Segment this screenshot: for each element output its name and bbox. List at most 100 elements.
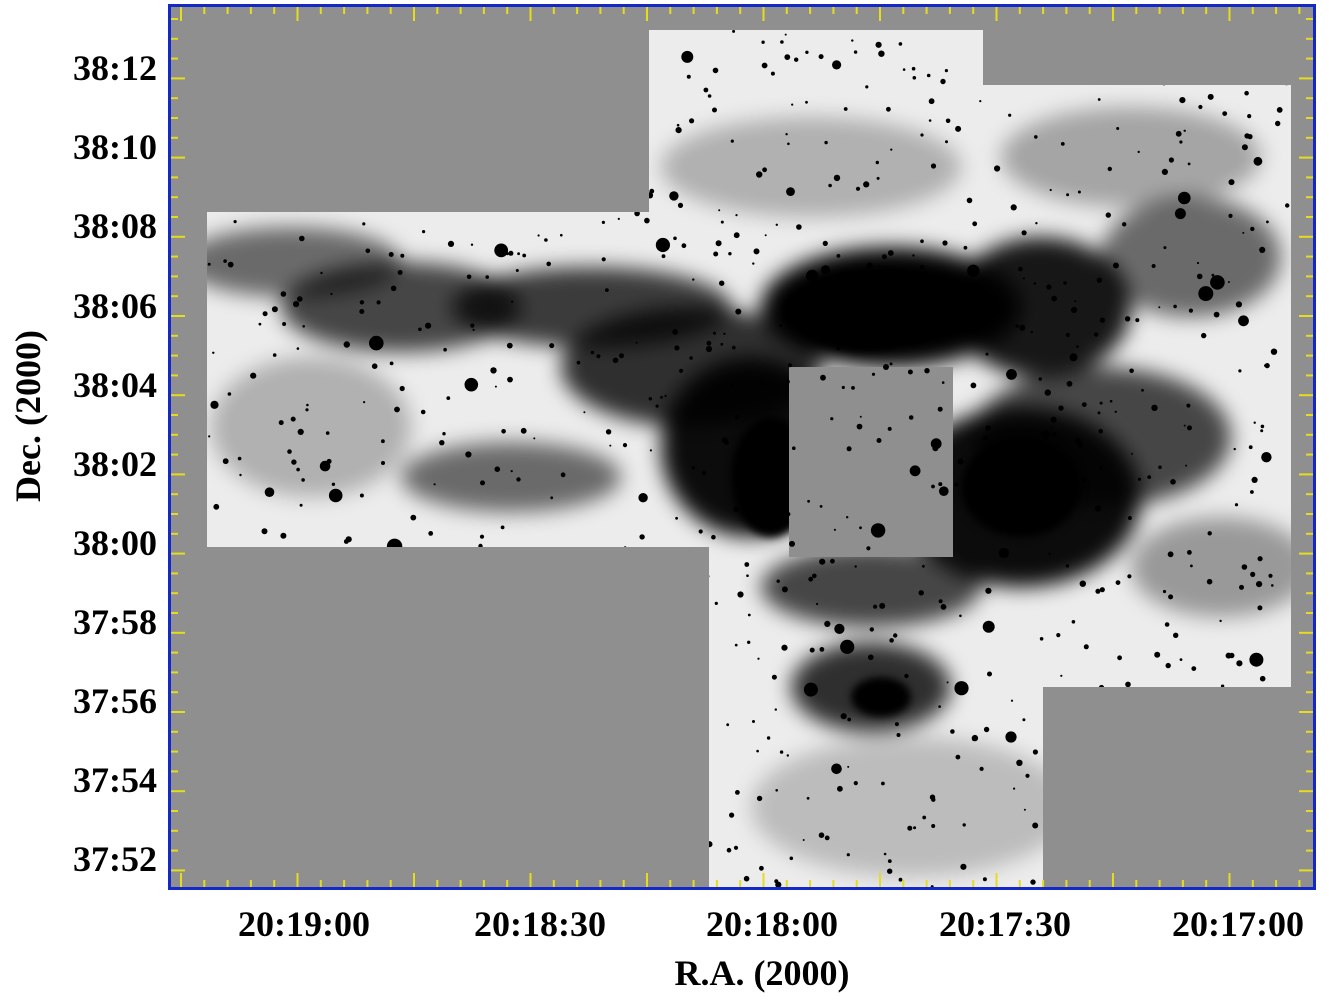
star — [244, 698, 248, 702]
star — [1100, 587, 1105, 592]
star — [963, 306, 969, 312]
star — [407, 827, 411, 831]
star — [744, 876, 750, 882]
star — [692, 466, 695, 469]
star — [516, 732, 522, 738]
star — [223, 458, 229, 464]
star — [391, 286, 397, 292]
star — [1082, 402, 1087, 407]
star — [1040, 637, 1044, 641]
star — [1009, 47, 1015, 53]
star — [927, 74, 931, 78]
star — [785, 34, 787, 36]
star — [754, 248, 760, 254]
star — [592, 555, 602, 565]
star — [618, 218, 620, 220]
star — [478, 544, 482, 548]
star — [439, 440, 444, 445]
star — [1046, 284, 1051, 289]
star — [1031, 331, 1033, 333]
star — [748, 614, 751, 617]
star — [726, 723, 729, 726]
star — [823, 241, 828, 246]
star — [772, 675, 777, 680]
star — [207, 603, 213, 609]
star — [1165, 622, 1170, 627]
star — [304, 835, 309, 840]
star — [511, 301, 513, 303]
star — [807, 500, 810, 503]
star — [1232, 768, 1235, 771]
star — [1071, 826, 1077, 832]
star — [1254, 422, 1256, 424]
star — [1254, 157, 1263, 166]
star — [474, 678, 480, 684]
star — [1278, 857, 1280, 859]
star — [288, 711, 293, 716]
star — [762, 63, 768, 69]
star — [593, 697, 601, 705]
star — [208, 435, 210, 437]
y-tick-label: 38:00 — [73, 525, 157, 561]
star — [866, 546, 870, 550]
star — [376, 787, 380, 791]
star — [677, 124, 680, 127]
star — [1145, 794, 1151, 800]
star — [844, 107, 848, 111]
star — [712, 108, 717, 113]
star — [1195, 749, 1197, 751]
star — [259, 323, 262, 326]
star — [550, 496, 553, 499]
star — [920, 239, 924, 243]
star — [287, 449, 292, 454]
star — [494, 244, 508, 258]
star — [668, 847, 673, 852]
star — [830, 417, 833, 420]
star — [1179, 140, 1182, 143]
star — [577, 361, 581, 365]
star — [945, 69, 948, 72]
star — [365, 723, 370, 728]
star — [611, 701, 615, 705]
star — [893, 633, 897, 637]
star — [847, 766, 849, 768]
star — [1076, 345, 1079, 348]
star — [787, 754, 789, 756]
star — [1275, 121, 1280, 126]
star — [1170, 479, 1176, 485]
star — [956, 755, 961, 760]
star — [1035, 38, 1041, 44]
star — [336, 744, 339, 747]
star — [669, 632, 675, 638]
star — [372, 363, 378, 369]
star — [404, 92, 408, 96]
x-tick-label: 20:18:00 — [706, 906, 838, 942]
star — [1022, 488, 1026, 492]
star — [1173, 305, 1177, 309]
star — [1050, 189, 1052, 191]
star — [792, 446, 796, 450]
star — [1141, 389, 1144, 392]
star — [931, 798, 935, 802]
star — [568, 35, 573, 40]
star — [1061, 142, 1065, 146]
star — [942, 240, 947, 245]
star — [756, 750, 759, 753]
star — [1035, 222, 1037, 224]
star — [895, 722, 899, 726]
star — [1236, 301, 1242, 307]
star — [1116, 127, 1119, 130]
star — [1185, 465, 1187, 467]
star — [1260, 429, 1263, 432]
star — [956, 310, 960, 314]
star — [549, 98, 552, 101]
star — [959, 615, 962, 618]
star — [761, 41, 764, 44]
star — [929, 119, 932, 122]
star — [1214, 312, 1220, 318]
star — [1280, 73, 1293, 86]
star — [1086, 805, 1090, 809]
star — [530, 107, 533, 110]
star — [633, 59, 639, 65]
star — [479, 143, 481, 145]
